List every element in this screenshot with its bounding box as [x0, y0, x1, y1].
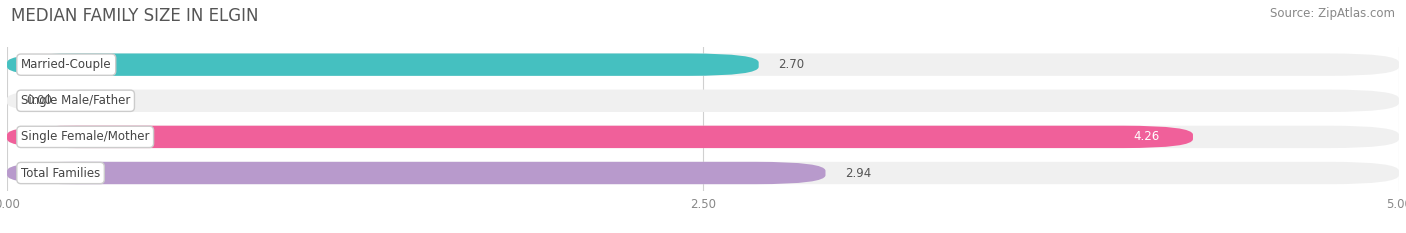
Text: 4.26: 4.26 [1133, 130, 1160, 143]
FancyBboxPatch shape [7, 126, 1399, 148]
Text: 2.94: 2.94 [845, 167, 872, 179]
Text: 0.00: 0.00 [27, 94, 52, 107]
Text: Married-Couple: Married-Couple [21, 58, 111, 71]
FancyBboxPatch shape [7, 89, 1399, 112]
FancyBboxPatch shape [7, 162, 1399, 184]
FancyBboxPatch shape [7, 53, 1399, 76]
FancyBboxPatch shape [7, 126, 1192, 148]
Text: 2.70: 2.70 [778, 58, 804, 71]
Text: Single Male/Father: Single Male/Father [21, 94, 131, 107]
Text: MEDIAN FAMILY SIZE IN ELGIN: MEDIAN FAMILY SIZE IN ELGIN [11, 7, 259, 25]
FancyBboxPatch shape [7, 162, 825, 184]
Text: Source: ZipAtlas.com: Source: ZipAtlas.com [1270, 7, 1395, 20]
Text: Single Female/Mother: Single Female/Mother [21, 130, 149, 143]
FancyBboxPatch shape [7, 53, 759, 76]
Text: Total Families: Total Families [21, 167, 100, 179]
